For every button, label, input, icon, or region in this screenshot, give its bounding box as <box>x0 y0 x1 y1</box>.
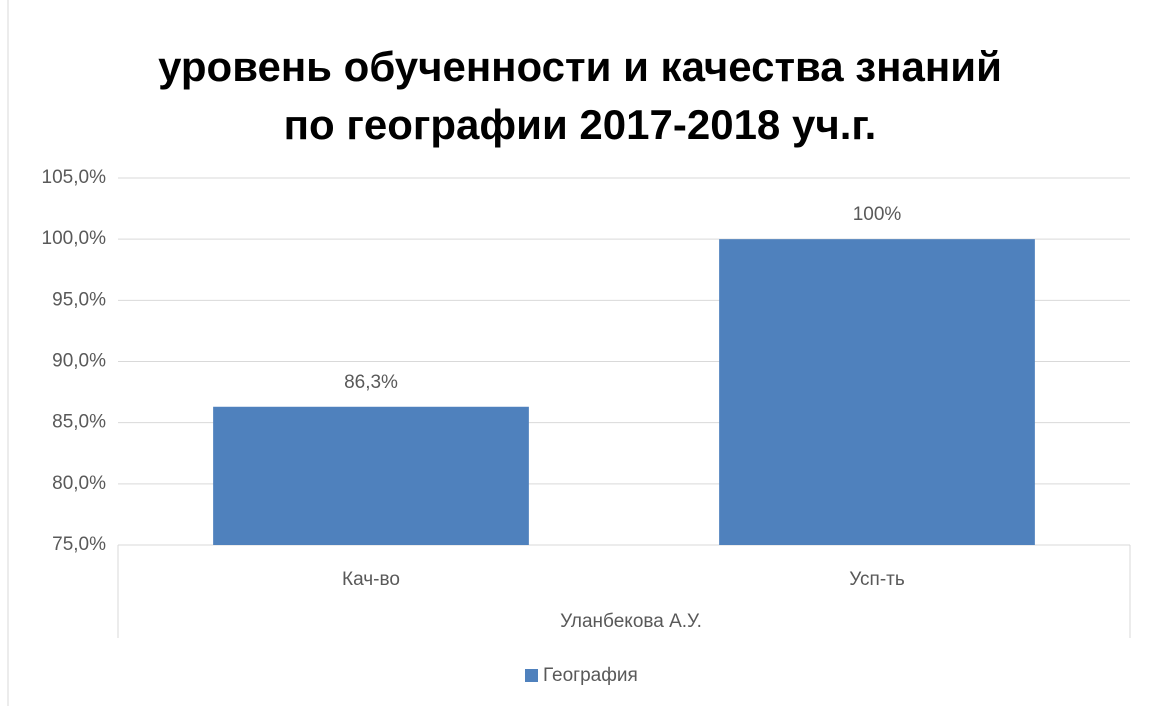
group-label: Уланбекова А.У. <box>560 611 702 632</box>
legend-label: География <box>543 665 638 686</box>
bar <box>213 406 529 545</box>
y-tick-label: 80,0% <box>52 473 106 494</box>
y-tick-label: 90,0% <box>52 351 106 372</box>
legend-swatch <box>525 669 538 682</box>
x-tick-label: Усп-ть <box>849 569 905 590</box>
y-tick-label: 75,0% <box>52 534 106 555</box>
y-tick-label: 105,0% <box>42 167 107 188</box>
chart-title: уровень обученности и качества знаний <box>158 43 1002 90</box>
bar <box>719 239 1035 545</box>
y-tick-label: 95,0% <box>52 289 106 310</box>
y-tick-label: 85,0% <box>52 412 106 433</box>
data-label: 86,3% <box>344 372 398 393</box>
data-label: 100% <box>853 204 902 225</box>
x-tick-label: Кач-во <box>342 569 400 590</box>
chart-title: по географии 2017-2018 уч.г. <box>284 101 877 148</box>
y-tick-label: 100,0% <box>42 228 107 249</box>
